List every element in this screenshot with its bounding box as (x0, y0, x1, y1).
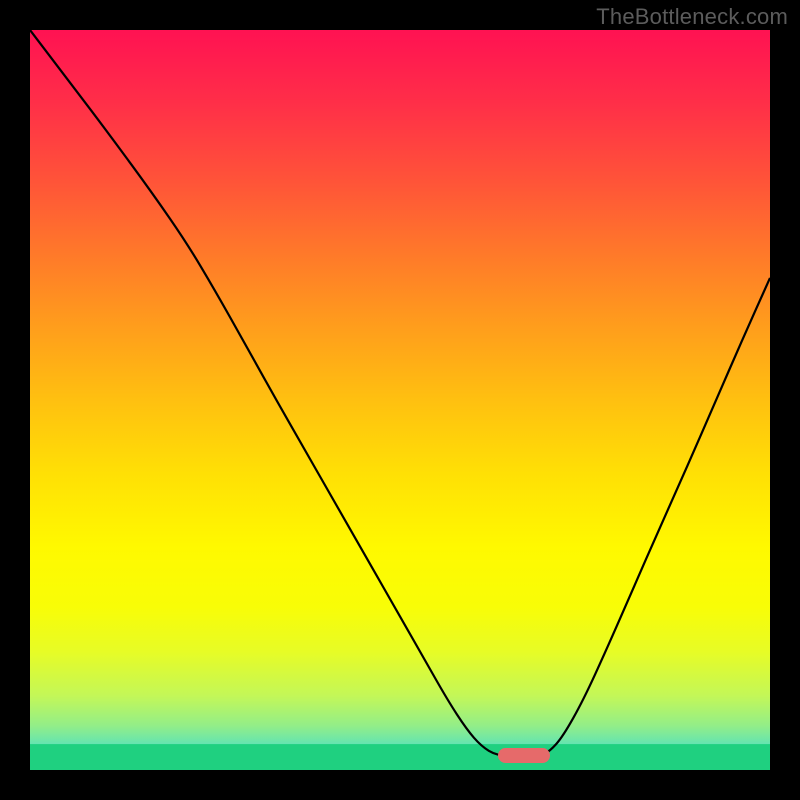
watermark-text: TheBottleneck.com (596, 4, 788, 30)
chart-frame: TheBottleneck.com (0, 0, 800, 800)
bottleneck-curve (30, 30, 770, 756)
curve-layer (30, 30, 770, 770)
plot-area (30, 30, 770, 770)
optimum-marker (498, 748, 550, 763)
